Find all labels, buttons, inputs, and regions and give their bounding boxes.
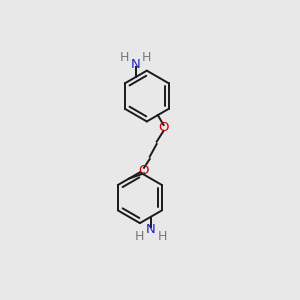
Text: O: O — [139, 164, 149, 177]
Text: N: N — [146, 223, 156, 236]
Text: H: H — [120, 51, 129, 64]
Text: N: N — [131, 58, 141, 71]
Text: H: H — [142, 51, 152, 64]
Text: H: H — [157, 230, 167, 243]
Text: H: H — [135, 230, 145, 243]
Text: O: O — [158, 121, 169, 134]
